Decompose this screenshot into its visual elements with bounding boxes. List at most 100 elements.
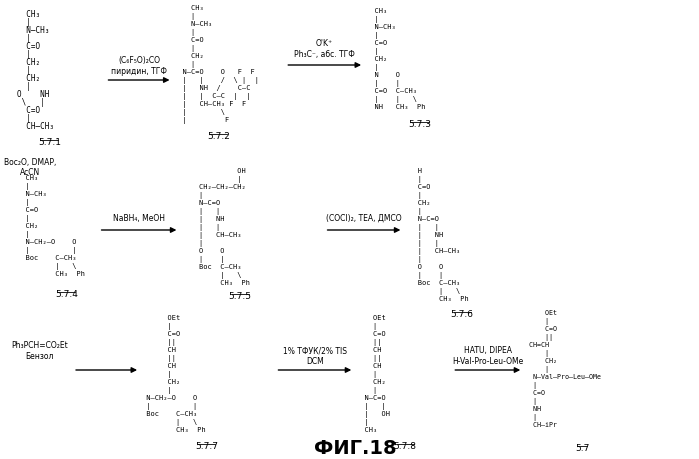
Text: Boc  C—CH₃: Boc C—CH₃ [182,264,242,270]
Text: Бензол: Бензол [26,352,54,360]
Text: C=O: C=O [17,207,38,213]
Text: C=O: C=O [17,42,41,51]
Text: CH₂: CH₂ [405,200,431,206]
Text: |   |: | | [182,224,220,231]
Text: NaBH₄, MeOH: NaBH₄, MeOH [113,213,165,223]
Text: CH—iPr: CH—iPr [525,422,557,428]
Text: C=O: C=O [405,184,431,190]
Text: |: | [405,256,422,263]
Text: CH₃: CH₃ [174,5,204,11]
Text: 5.7.2: 5.7.2 [207,132,230,141]
Text: |: | [17,82,31,91]
Text: |: | [525,318,549,325]
Text: |         F: | F [174,117,229,124]
Text: C=O: C=O [356,331,386,337]
Text: |: | [356,371,377,378]
Text: OH: OH [182,168,246,174]
Text: |: | [405,192,422,199]
Text: |: | [366,64,379,71]
Text: |   CH—CH₃: | CH—CH₃ [405,248,461,255]
Text: |: | [174,61,196,68]
Text: |: | [17,66,31,75]
Text: C=O: C=O [525,326,557,332]
Text: |: | [525,382,537,389]
Text: C=O: C=O [142,331,180,337]
Text: Ph₃PCH=CO₂Et: Ph₃PCH=CO₂Et [11,341,68,349]
Text: ФИГ.18: ФИГ.18 [314,439,396,458]
Text: N—CH₃: N—CH₃ [366,24,396,30]
Text: CH₂: CH₂ [356,379,386,385]
Text: |: | [182,176,242,183]
Text: CH=CH: CH=CH [525,342,549,348]
Text: CH: CH [356,347,382,353]
Text: CH: CH [142,363,176,369]
Text: |: | [525,366,549,373]
Text: CH₂: CH₂ [17,58,41,67]
Text: |    |   \: | | \ [366,96,417,103]
Text: |   \: | \ [17,263,77,270]
Text: |   |: | | [182,208,220,215]
Text: NH: NH [525,406,541,412]
Text: CH₂: CH₂ [17,74,41,83]
Text: |        \: | \ [174,109,225,116]
Text: CH₂: CH₂ [525,358,557,364]
Text: CH₃  Ph: CH₃ Ph [405,296,469,302]
Text: (C₆F₅O)₂CO
пиридин, ТГФ: (C₆F₅O)₂CO пиридин, ТГФ [111,56,167,76]
Text: C=O: C=O [366,40,387,46]
Text: |: | [366,16,379,23]
Text: |: | [142,323,172,330]
Text: 5.7.6: 5.7.6 [451,310,474,319]
Text: ||: || [356,339,382,346]
Text: |   \: | \ [142,419,197,426]
Text: Boc₂O, DMAP,: Boc₂O, DMAP, [3,157,56,167]
Text: |: | [174,45,196,52]
Text: CH₃: CH₃ [366,8,387,14]
Text: |   OH: | OH [356,411,390,418]
Text: CH: CH [142,347,176,353]
Text: |   CH—CH₃ F  F: | CH—CH₃ F F [174,101,247,108]
Text: 5.7.1: 5.7.1 [38,138,61,147]
Text: |: | [17,34,31,43]
Text: |    |: | | [182,256,224,263]
Text: |   |    /  \ |  |: | | / \ | | [174,77,259,84]
Text: 5.7.5: 5.7.5 [229,292,252,301]
Text: H: H [405,168,422,174]
Text: CH₂: CH₂ [366,56,387,62]
Text: |   NH  /    C—C: | NH / C—C [174,85,251,92]
Text: N    O: N O [366,72,400,78]
Text: |: | [366,32,379,39]
Text: |: | [17,199,30,206]
Text: |   |: | | [356,403,386,410]
Text: |   |: | | [405,224,439,231]
Text: O    NH: O NH [17,90,50,99]
Text: N—Val—Pro—Leu—OMe: N—Val—Pro—Leu—OMe [525,374,601,380]
Text: |   |  C—C  |  |: | | C—C | | [174,93,251,100]
Text: OEt: OEt [142,315,180,321]
Text: |: | [405,176,422,183]
Text: CH₂: CH₂ [174,53,204,59]
Text: N—CH₃: N—CH₃ [17,191,47,197]
Text: N—C=O    O   F  F: N—C=O O F F [174,69,255,75]
Text: N—CH₃: N—CH₃ [17,26,50,35]
Text: CH₂—CH₂—CH₂: CH₂—CH₂—CH₂ [182,184,246,190]
Text: CH—CH₃: CH—CH₃ [17,122,54,131]
Text: C=O: C=O [525,390,545,396]
Text: |: | [525,350,549,357]
Text: CH₃: CH₃ [356,427,377,433]
Text: |: | [525,398,537,405]
Text: |: | [525,414,537,421]
Text: N—CH₃: N—CH₃ [174,21,212,27]
Text: |: | [356,323,377,330]
Text: OEt: OEt [525,310,557,316]
Text: (COCl)₂, TEA, ДМСО: (COCl)₂, TEA, ДМСО [326,213,402,223]
Text: O    O: O O [405,264,443,270]
Text: |: | [17,18,31,27]
Text: |: | [182,240,203,247]
Text: N—C=O: N—C=O [182,200,220,206]
Text: |: | [182,192,203,199]
Text: ||: || [525,334,553,341]
Text: 5.7: 5.7 [575,444,589,453]
Text: AcCN: AcCN [20,168,40,177]
Text: C=O: C=O [174,37,204,43]
Text: |: | [356,419,369,426]
